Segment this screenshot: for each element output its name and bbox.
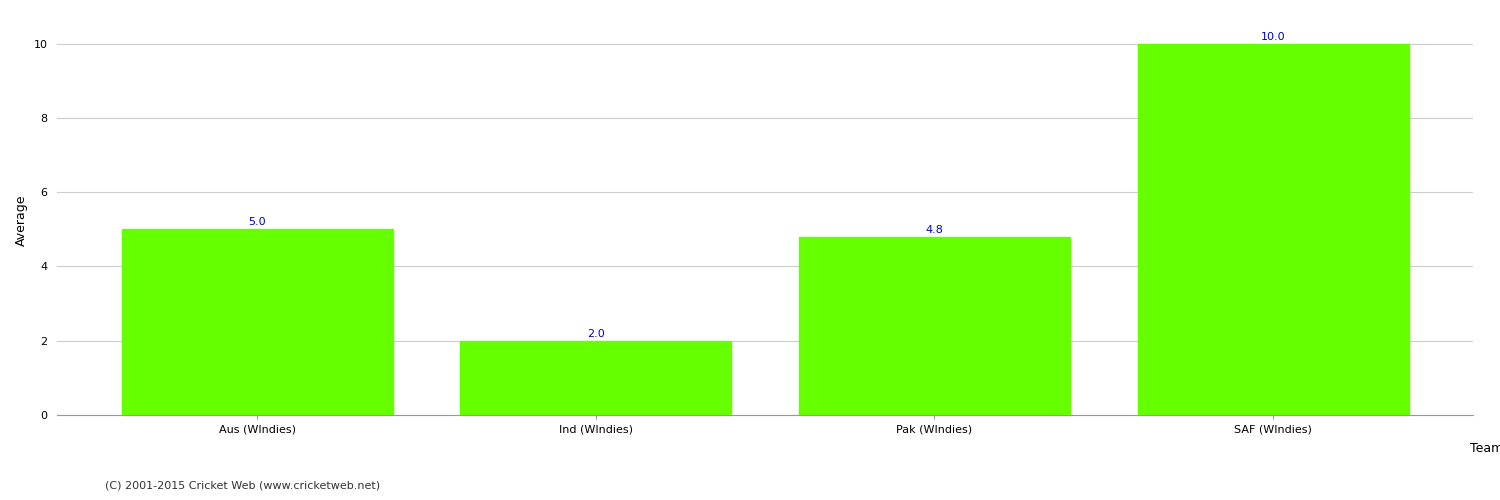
Text: 2.0: 2.0 [586, 329, 604, 339]
Text: 10.0: 10.0 [1262, 32, 1286, 42]
Bar [800, 236, 1070, 415]
Bar [1137, 44, 1408, 415]
Bar [122, 230, 393, 415]
Bar [460, 341, 730, 415]
Y-axis label: Average: Average [15, 194, 28, 246]
Text: (C) 2001-2015 Cricket Web (www.cricketweb.net): (C) 2001-2015 Cricket Web (www.cricketwe… [105, 480, 380, 490]
Text: 5.0: 5.0 [249, 218, 266, 228]
X-axis label: Team: Team [1470, 442, 1500, 456]
Text: 4.8: 4.8 [926, 225, 944, 235]
